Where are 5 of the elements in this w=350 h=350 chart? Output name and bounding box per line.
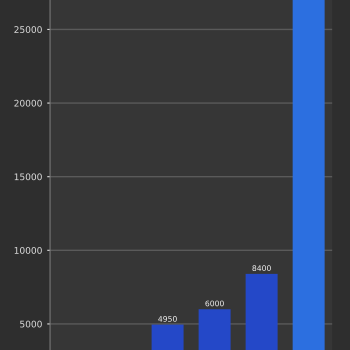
y-tick-label: 25000 (14, 26, 42, 34)
y-tick-label: 10000 (14, 247, 42, 254)
y-tick-label: 5000 (20, 320, 42, 328)
y-tick-label: 20000 (14, 100, 42, 107)
y-tick-label: 15000 (14, 173, 42, 180)
